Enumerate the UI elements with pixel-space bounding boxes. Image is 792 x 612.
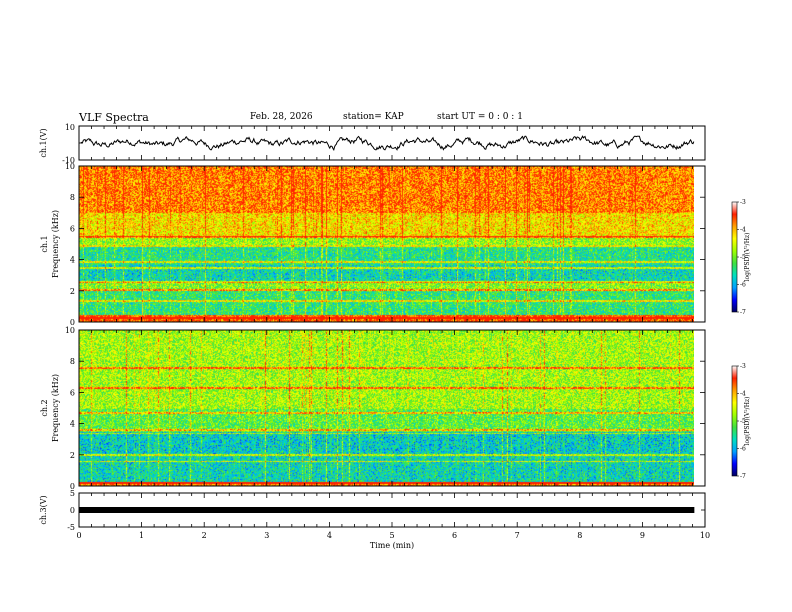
ch2-ylabel-channel: ch.2 xyxy=(40,399,49,416)
ch1-freq-tick-label: 2 xyxy=(70,287,75,296)
ch1-ytick-label: -10 xyxy=(62,156,75,165)
ch2-colorbar xyxy=(731,365,738,477)
ch1-ylabel-channel: ch.1 xyxy=(40,235,49,252)
ch3-trace-line xyxy=(79,507,695,513)
ch2-colorbar-tick-label: -6 xyxy=(740,446,746,453)
ch1-ylabel-frequency: Frequency (kHz) xyxy=(51,210,60,278)
x-tick-label: 7 xyxy=(515,531,520,540)
ch2-freq-tick-label: 4 xyxy=(70,420,75,429)
x-tick-label: 6 xyxy=(452,531,457,540)
x-tick-label: 1 xyxy=(139,531,144,540)
ch3-ytick-label: 5 xyxy=(70,489,75,498)
header-station: station= KAP xyxy=(343,112,404,122)
x-tick-label: 0 xyxy=(76,531,81,540)
ch3-trace-ylabel: ch.3(V) xyxy=(39,495,48,524)
ch2-colorbar-tick-label: -5 xyxy=(740,418,746,425)
chart-title: VLF Spectra xyxy=(79,111,149,124)
ch1-spectrogram-raster xyxy=(79,166,694,322)
ch2-freq-tick-label: 6 xyxy=(70,388,75,397)
ch2-ylabel-frequency: Frequency (kHz) xyxy=(51,374,60,442)
x-tick-label: 10 xyxy=(700,531,710,540)
ch2-spectrogram-raster xyxy=(79,330,694,486)
ch1-colorbar xyxy=(731,201,738,313)
ch1-freq-tick-label: 0 xyxy=(70,318,75,327)
ch1-colorbar-tick-label: -6 xyxy=(740,282,746,289)
ch1-freq-tick-label: 4 xyxy=(70,256,75,265)
ch1-trace-ylabel: ch.1(V) xyxy=(39,128,48,157)
ch2-colorbar-tick-label: -3 xyxy=(740,363,746,370)
ch2-freq-tick-label: 2 xyxy=(70,451,75,460)
ch1-colorbar-label: log(PSD)(V²/Hz) xyxy=(744,233,751,282)
ch1-ytick-label: 10 xyxy=(65,123,75,132)
x-tick-label: 5 xyxy=(389,531,394,540)
ch1-colorbar-tick-label: -7 xyxy=(740,309,746,316)
ch1-colorbar-tick-label: -3 xyxy=(740,199,746,206)
header-date: Feb. 28, 2026 xyxy=(250,112,313,122)
ch1-colorbar-tick-label: -5 xyxy=(740,254,746,261)
ch3-ytick-label: -5 xyxy=(67,523,75,532)
ch2-freq-tick-label: 10 xyxy=(65,326,75,335)
ch3-ytick-label: 0 xyxy=(70,506,75,515)
x-tick-label: 4 xyxy=(327,531,332,540)
header-start-time: start UT = 0 : 0 : 1 xyxy=(437,112,523,122)
ch1-freq-tick-label: 6 xyxy=(70,224,75,233)
x-tick-label: 9 xyxy=(640,531,645,540)
x-tick-label: 3 xyxy=(264,531,269,540)
ch2-freq-tick-label: 0 xyxy=(70,482,75,491)
x-tick-label: 2 xyxy=(202,531,207,540)
x-axis-label: Time (min) xyxy=(370,541,414,550)
ch1-colorbar-tick-label: -4 xyxy=(740,227,746,234)
ch2-colorbar-tick-label: -7 xyxy=(740,473,746,480)
x-tick-label: 8 xyxy=(577,531,582,540)
ch1-freq-tick-label: 8 xyxy=(70,193,75,202)
ch1-freq-tick-label: 10 xyxy=(65,162,75,171)
ch1-trace-line xyxy=(80,135,695,151)
ch2-colorbar-label: log(PSD)(V²/Hz) xyxy=(744,397,751,446)
ch2-freq-tick-label: 8 xyxy=(70,357,75,366)
ch2-colorbar-tick-label: -4 xyxy=(740,391,746,398)
